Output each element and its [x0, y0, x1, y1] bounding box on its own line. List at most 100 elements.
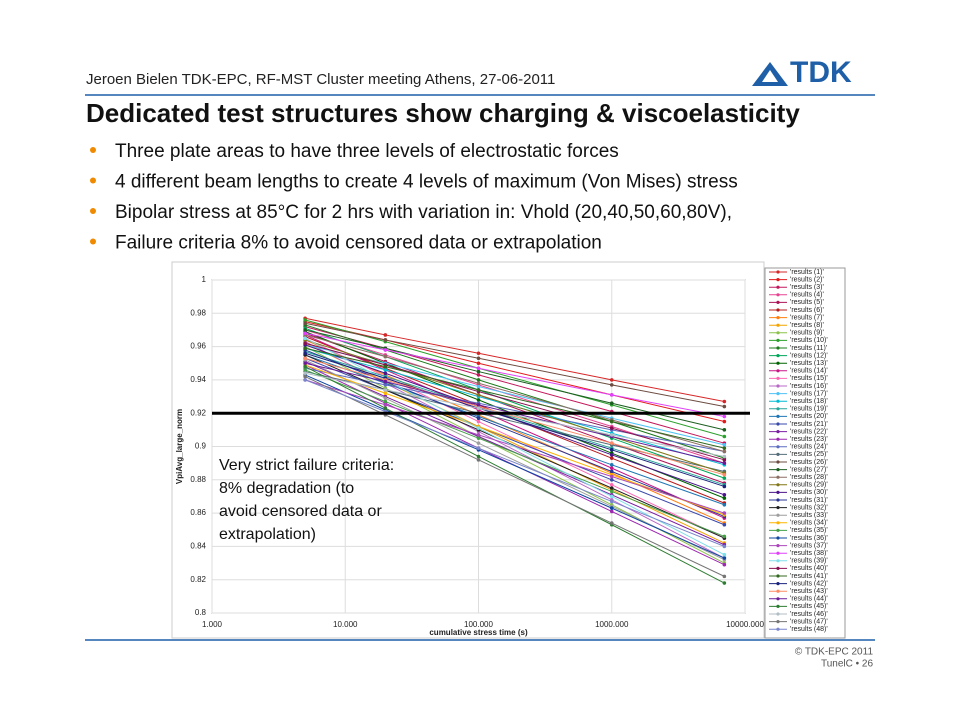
legend-marker [776, 498, 780, 502]
legend-marker [776, 627, 780, 631]
x-axis-label: cumulative stress time (s) [429, 628, 528, 637]
legend-label: 'results (27)' [790, 466, 828, 473]
legend-label: 'results (24)' [790, 444, 828, 451]
data-point [722, 454, 727, 459]
legend-marker [776, 384, 780, 388]
data-point [722, 544, 727, 549]
legend-label: 'results (13)' [790, 360, 828, 367]
legend-label: 'results (34)' [790, 520, 828, 527]
legend-label: 'results (10)' [790, 337, 828, 344]
legend-label: 'results (30)' [790, 489, 828, 496]
legend-marker [776, 506, 780, 510]
data-point [722, 552, 727, 557]
bullet-text: 4 different beam lengths to create 4 lev… [115, 172, 738, 193]
legend-label: 'results (41)' [790, 573, 828, 580]
legend-marker [776, 574, 780, 578]
data-point [722, 449, 727, 454]
logo-icon-inner [762, 70, 778, 82]
data-point [476, 416, 481, 420]
data-point [722, 502, 727, 507]
legend-label: 'results (37)' [790, 542, 828, 549]
legend-marker [776, 285, 780, 289]
data-point [476, 388, 481, 392]
legend-marker [776, 308, 780, 312]
data-point [476, 436, 481, 440]
data-point [383, 383, 388, 387]
data-point [383, 388, 388, 392]
data-point [383, 371, 388, 376]
data-point [476, 369, 481, 374]
data-point [303, 328, 307, 332]
data-point [722, 476, 727, 480]
data-point [476, 361, 481, 366]
data-point [383, 391, 388, 396]
data-point [722, 458, 727, 462]
header-text: Jeroen Bielen TDK-EPC, RF-MST Cluster me… [86, 71, 555, 88]
data-point [609, 378, 614, 382]
data-point [476, 378, 481, 382]
data-point [722, 574, 727, 579]
bullet-text: Bipolar stress at 85°C for 2 hrs with va… [115, 202, 732, 223]
logo: TDK [752, 56, 852, 89]
legend-marker [776, 490, 780, 494]
data-point [303, 321, 307, 326]
legend-label: 'results (45)' [790, 603, 828, 610]
data-point [722, 461, 727, 465]
annotation-text: avoid censored data or [219, 503, 382, 520]
data-point [609, 393, 614, 397]
legend-marker [776, 559, 780, 563]
data-point [722, 511, 727, 515]
data-point [722, 404, 727, 409]
legend-marker [776, 445, 780, 449]
data-point [476, 384, 481, 389]
legend-marker [776, 331, 780, 335]
data-point [303, 378, 307, 382]
data-point [303, 336, 307, 341]
legend-marker [776, 475, 780, 479]
bullet-dot [90, 238, 96, 245]
legend-label: 'results (7)' [790, 314, 824, 321]
legend-label: 'results (28)' [790, 474, 828, 481]
legend-marker [776, 528, 780, 533]
data-point [609, 426, 614, 430]
y-tick-label: 0.88 [190, 475, 206, 484]
legend-marker [776, 620, 780, 624]
legend-label: 'results (8)' [790, 322, 824, 329]
data-point [476, 398, 481, 402]
data-point [722, 556, 727, 560]
data-point [383, 406, 388, 411]
legend-label: 'results (23)' [790, 436, 828, 443]
legend-label: 'results (32)' [790, 504, 828, 511]
bullet-text: Three plate areas to have three levels o… [115, 141, 619, 162]
data-point [303, 351, 307, 356]
data-point [609, 482, 614, 487]
y-tick-label: 0.86 [190, 508, 206, 517]
data-point [722, 484, 727, 489]
legend-label: 'results (40)' [790, 565, 828, 572]
legend-marker [776, 414, 780, 418]
legend-label: 'results (38)' [790, 550, 828, 557]
data-point [476, 446, 481, 450]
data-point [383, 348, 388, 352]
legend-label: 'results (5)' [790, 299, 824, 306]
legend-marker [776, 551, 780, 555]
y-tick-label: 0.82 [190, 575, 206, 584]
legend-label: 'results (35)' [790, 527, 828, 534]
legend-label: 'results (1)' [790, 269, 824, 276]
legend-label: 'results (19)' [790, 406, 828, 413]
data-point [303, 368, 307, 372]
legend-marker [776, 399, 780, 403]
data-point [476, 381, 481, 386]
data-point [303, 364, 307, 369]
data-point [476, 406, 481, 411]
legend-marker [776, 468, 780, 472]
legend-marker [776, 323, 780, 327]
bullet-dot [90, 147, 96, 153]
bullet-dot [90, 177, 96, 184]
data-point [476, 373, 481, 377]
legend-label: 'results (26)' [790, 459, 828, 466]
y-tick-label: 0.84 [190, 542, 206, 551]
data-point [383, 333, 388, 337]
legend-label: 'results (22)' [790, 428, 828, 435]
